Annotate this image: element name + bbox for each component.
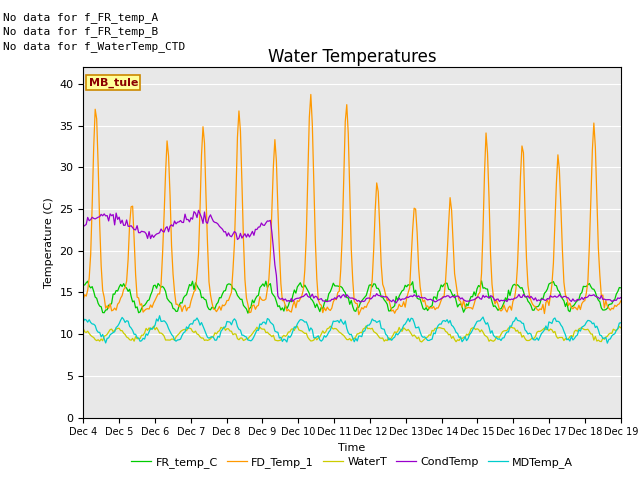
WaterT (362, 323, 370, 329)
FD_Temp_1 (79, 297, 87, 302)
CondTemp (195, 207, 202, 213)
CondTemp (590, 292, 598, 298)
CondTemp (268, 229, 276, 235)
Line: MDTemp_A: MDTemp_A (83, 316, 621, 343)
Text: No data for f_WaterTemp_CTD: No data for f_WaterTemp_CTD (3, 41, 186, 52)
FR_temp_C (259, 281, 267, 287)
FR_temp_C (590, 287, 598, 292)
FD_Temp_1 (145, 306, 153, 312)
MDTemp_A (617, 320, 625, 325)
FR_temp_C (145, 297, 153, 303)
Line: WaterT: WaterT (83, 326, 621, 342)
FD_Temp_1 (266, 251, 274, 256)
MDTemp_A (604, 340, 611, 346)
WaterT (418, 339, 426, 345)
CondTemp (392, 300, 400, 306)
CondTemp (617, 295, 625, 300)
WaterT (266, 332, 274, 338)
MDTemp_A (589, 321, 596, 326)
Text: No data for f_FR_temp_B: No data for f_FR_temp_B (3, 26, 159, 37)
FD_Temp_1 (316, 301, 324, 307)
FD_Temp_1 (590, 120, 598, 126)
WaterT (314, 335, 322, 341)
MDTemp_A (79, 319, 87, 324)
FD_Temp_1 (239, 236, 247, 241)
Title: Water Temperatures: Water Temperatures (268, 48, 436, 66)
Line: FR_temp_C: FR_temp_C (83, 281, 621, 313)
Y-axis label: Temperature (C): Temperature (C) (44, 197, 54, 288)
CondTemp (316, 296, 324, 302)
MDTemp_A (268, 321, 276, 326)
WaterT (239, 337, 247, 343)
FD_Temp_1 (307, 92, 315, 97)
CondTemp (145, 228, 153, 234)
Line: FD_Temp_1: FD_Temp_1 (83, 95, 621, 315)
Text: MB_tule: MB_tule (88, 78, 138, 88)
FR_temp_C (244, 310, 252, 316)
FR_temp_C (617, 285, 625, 291)
X-axis label: Time: Time (339, 443, 365, 453)
FR_temp_C (268, 290, 276, 296)
FD_Temp_1 (617, 298, 625, 304)
CondTemp (241, 231, 249, 237)
WaterT (257, 326, 265, 332)
FR_temp_C (79, 282, 87, 288)
Legend: FR_temp_C, FD_Temp_1, WaterT, CondTemp, MDTemp_A: FR_temp_C, FD_Temp_1, WaterT, CondTemp, … (127, 452, 577, 472)
MDTemp_A (156, 313, 163, 319)
WaterT (79, 325, 87, 331)
WaterT (590, 337, 598, 343)
FD_Temp_1 (257, 297, 265, 302)
MDTemp_A (259, 319, 267, 325)
CondTemp (259, 222, 267, 228)
CondTemp (79, 224, 87, 229)
MDTemp_A (241, 334, 249, 339)
FR_temp_C (239, 302, 247, 308)
MDTemp_A (316, 337, 324, 343)
FR_temp_C (477, 278, 485, 284)
MDTemp_A (145, 329, 153, 335)
WaterT (145, 325, 153, 331)
FD_Temp_1 (355, 312, 363, 318)
Line: CondTemp: CondTemp (83, 210, 621, 303)
WaterT (617, 325, 625, 331)
Text: No data for f_FR_temp_A: No data for f_FR_temp_A (3, 12, 159, 23)
FR_temp_C (316, 309, 324, 314)
